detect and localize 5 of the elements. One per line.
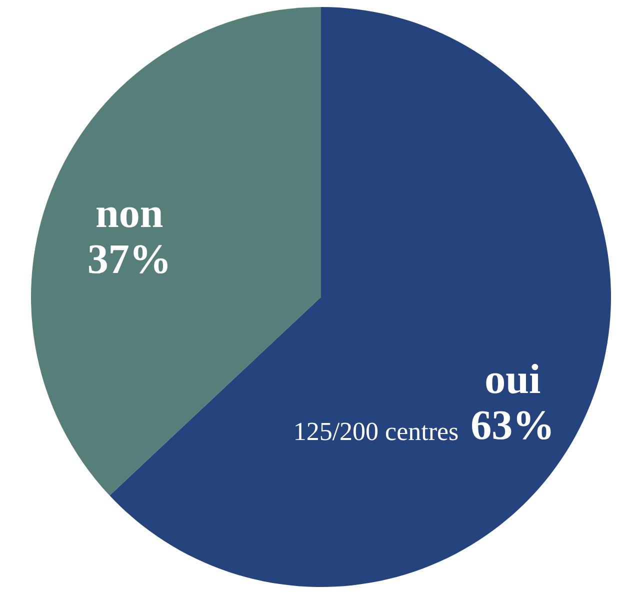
text: 125/200 centres [293,417,459,446]
slice-label: oui [484,356,541,403]
data-label: 37% [87,237,172,284]
data-label: 63% [470,402,555,449]
slice-label: non [96,191,164,238]
